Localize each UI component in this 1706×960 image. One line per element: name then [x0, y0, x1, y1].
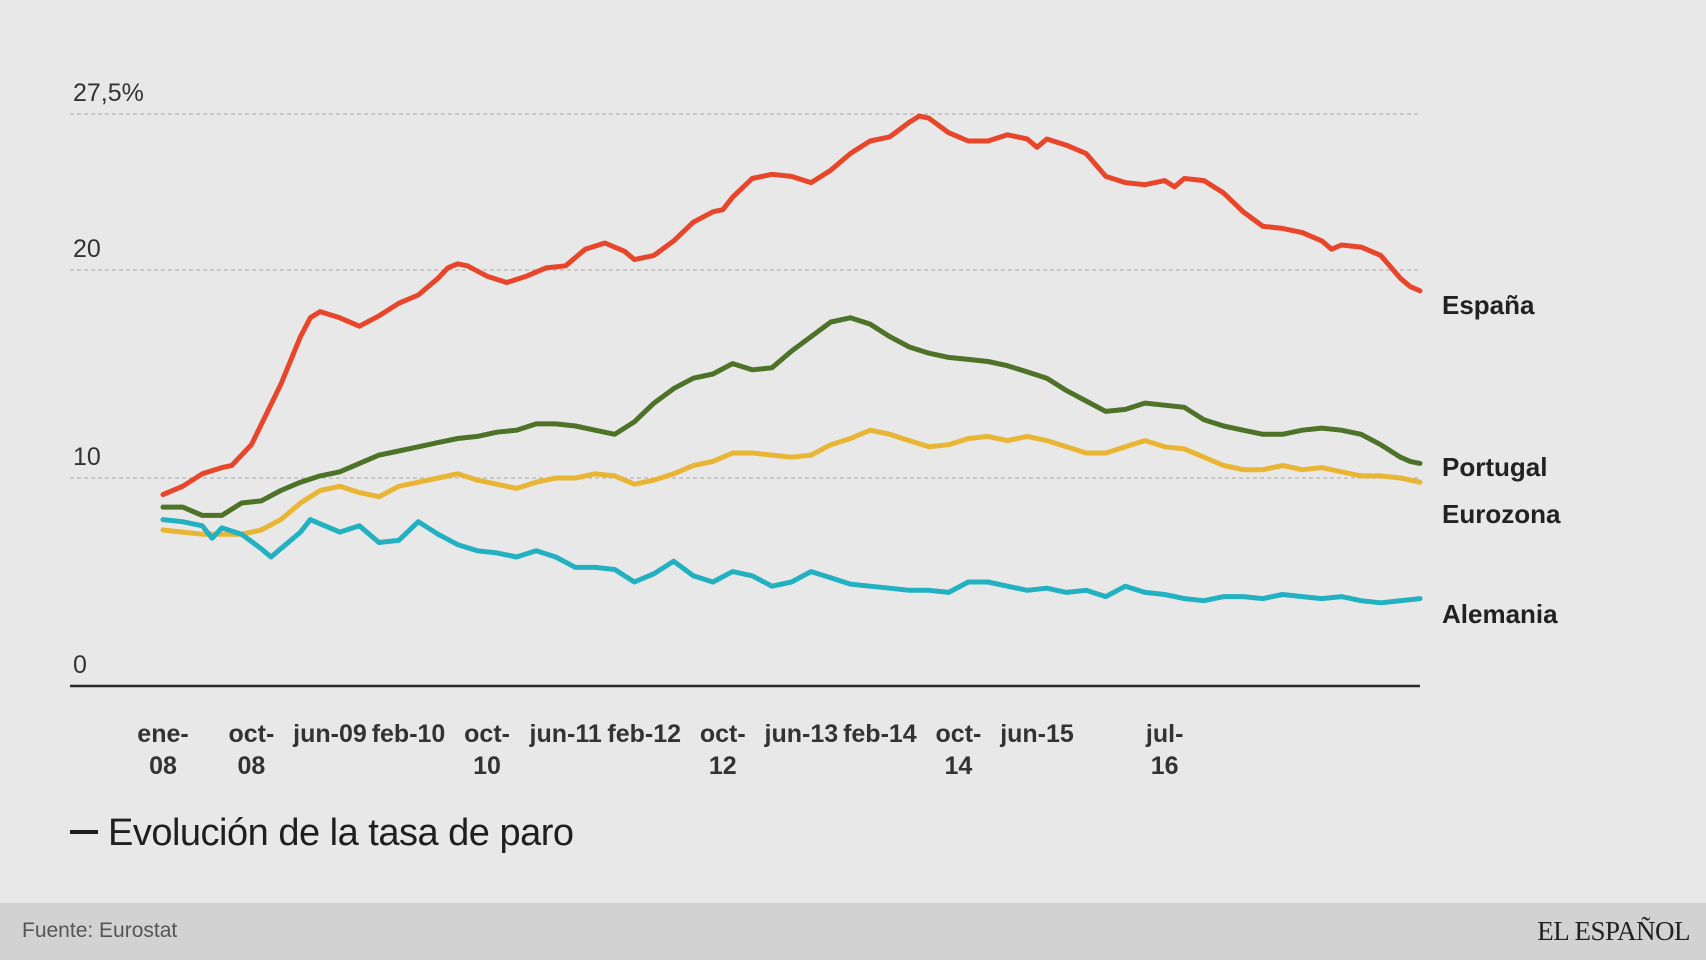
source-label: Fuente: Eurostat	[22, 919, 178, 942]
series-line-eurozona	[160, 427, 1423, 537]
series-line-espana	[160, 113, 1423, 498]
series-line-alemania	[160, 517, 1423, 606]
series-label-portugal: Portugal	[1442, 452, 1547, 482]
chart-subtitle: Evolución de la tasa de paro	[70, 812, 574, 855]
x-tick-label: jun-13	[764, 720, 839, 748]
x-tick-label: feb-12	[607, 720, 681, 748]
x-tick-label: oct-14	[936, 720, 982, 780]
footer-bar: Fuente: Eurostat EL ESPAÑOL	[0, 903, 1706, 960]
legend: España Portugal Eurozona Alemania	[1442, 290, 1561, 629]
grid-layer	[70, 113, 1420, 688]
el-espanol-logo: EL ESPAÑOL	[1537, 916, 1690, 946]
x-tick-label: ene-08	[137, 720, 188, 780]
y-tick-label: 0	[73, 651, 87, 679]
x-tick-label: feb-10	[372, 720, 446, 748]
y-tick-label: 20	[73, 235, 101, 263]
series-lines	[160, 113, 1423, 606]
series-line-portugal	[160, 315, 1423, 518]
x-tick-label: oct-12	[700, 720, 746, 780]
chart-subtitle-text: Evolución de la tasa de paro	[108, 812, 574, 854]
x-tick-label: feb-14	[843, 720, 917, 748]
y-axis: 0 10 20 27,5%	[73, 79, 144, 679]
y-tick-label: 10	[73, 443, 101, 471]
y-tick-label: 27,5%	[73, 79, 144, 107]
series-label-espana: España	[1442, 290, 1535, 320]
x-tick-label: oct-08	[228, 720, 274, 780]
line-chart: 0 10 20 27,5% ene-08 oct-08 jun-09 feb-10 oct-1…	[70, 79, 1561, 780]
series-label-eurozona: Eurozona	[1442, 499, 1561, 529]
x-tick-label: jun-15	[999, 720, 1074, 748]
series-label-alemania: Alemania	[1442, 599, 1558, 629]
x-tick-label: jun-09	[292, 720, 367, 748]
x-tick-label: jul-16	[1145, 720, 1184, 780]
x-tick-label: oct-10	[464, 720, 510, 780]
x-tick-label: jun-11	[529, 720, 602, 748]
subtitle-dash	[70, 829, 98, 834]
